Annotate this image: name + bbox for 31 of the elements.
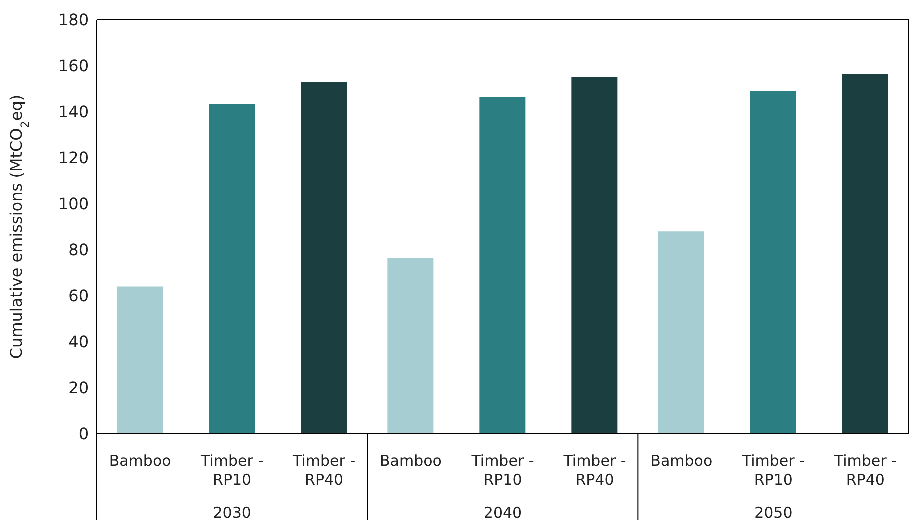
- x-tick-label: 2040: [484, 504, 522, 522]
- y-tick-label: 20: [68, 378, 89, 398]
- y-tick-label: 180: [58, 10, 89, 30]
- text: Timber - RP40: [293, 452, 356, 489]
- text: Timber - RP10: [472, 452, 534, 489]
- series-label: Timber - RP40: [562, 452, 626, 489]
- bar: [388, 258, 434, 434]
- y-tick-label: 40: [68, 332, 89, 352]
- y-tick-label: 0: [78, 424, 89, 444]
- y-tick-label: 160: [58, 56, 89, 76]
- y-tick-label: 80: [68, 240, 89, 260]
- series-label: Timber - RP10: [200, 452, 264, 489]
- y-tick-label: 60: [68, 286, 89, 306]
- y-tick-label: 140: [58, 102, 89, 122]
- bar: [750, 91, 796, 434]
- bar: [842, 74, 888, 434]
- y-tick-label: 100: [58, 194, 89, 214]
- bar: [117, 286, 163, 434]
- bar: [480, 97, 526, 434]
- text: Bamboo: [109, 452, 172, 470]
- bar: [209, 104, 255, 434]
- y-tick-label: 120: [58, 148, 89, 168]
- bar: [301, 82, 347, 434]
- bar: [658, 232, 704, 434]
- text: Bamboo: [650, 452, 713, 470]
- x-tick-label: 2050: [754, 504, 793, 522]
- bar: [572, 78, 618, 434]
- x-tick-label: 2030: [213, 504, 252, 522]
- series-label: Bamboo: [380, 452, 442, 470]
- text: Timber - RP40: [834, 452, 897, 489]
- text: Timber - RP10: [742, 452, 805, 489]
